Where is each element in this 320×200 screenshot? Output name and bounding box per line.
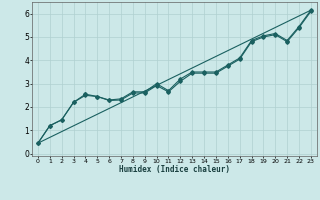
X-axis label: Humidex (Indice chaleur): Humidex (Indice chaleur) <box>119 165 230 174</box>
